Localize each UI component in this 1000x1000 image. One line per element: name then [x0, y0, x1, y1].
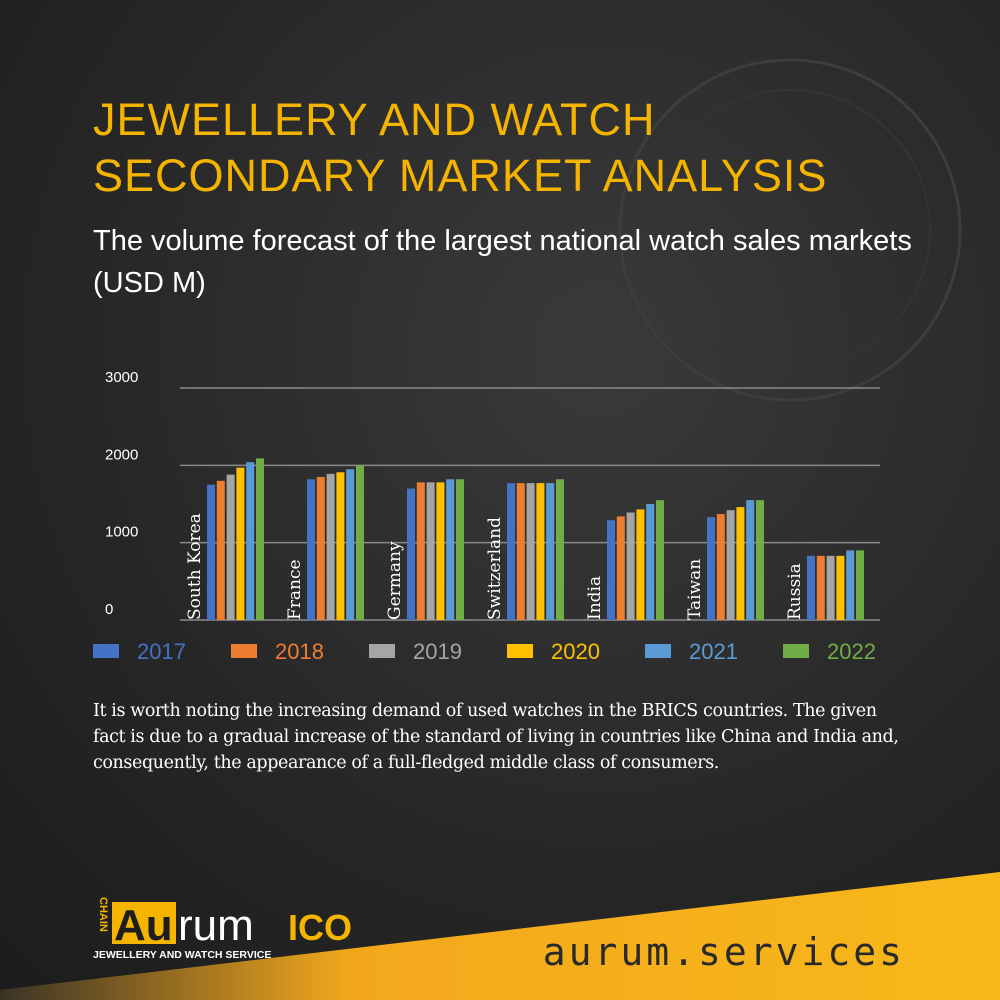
bar	[846, 550, 855, 620]
watch-outline	[649, 89, 931, 371]
bar	[346, 469, 355, 620]
bar	[426, 482, 435, 620]
x-tick-label: Switzerland	[485, 517, 505, 620]
bar	[307, 479, 315, 620]
bar	[607, 520, 615, 620]
y-tick-label: 1000	[105, 524, 138, 541]
watch-outline	[618, 58, 962, 402]
legend-label: 2022	[827, 639, 876, 664]
bar	[736, 507, 745, 620]
bar	[636, 509, 645, 620]
legend-label: 2017	[137, 639, 186, 664]
bar	[356, 465, 364, 620]
bar	[446, 479, 455, 620]
bar	[626, 512, 635, 620]
y-tick-label: 0	[105, 601, 113, 618]
logo-box	[112, 902, 176, 944]
bar	[507, 483, 515, 620]
bar	[456, 479, 464, 620]
bar	[516, 483, 525, 620]
bar	[246, 462, 255, 620]
x-tick-label: Russia	[785, 563, 805, 620]
chart-title: The volume forecast of the largest natio…	[93, 225, 912, 299]
legend-swatch	[507, 644, 533, 658]
footer-band	[0, 872, 1000, 1000]
bar	[416, 482, 425, 620]
bar	[556, 479, 564, 620]
bar	[236, 467, 245, 620]
logo-au: Au	[114, 901, 173, 950]
bar	[407, 488, 415, 620]
y-tick-label: 2000	[105, 446, 138, 463]
logo-tagline: JEWELLERY AND WATCH SERVICE	[93, 949, 271, 961]
legend-label: 2018	[275, 639, 324, 664]
bar	[707, 517, 715, 620]
logo-chain: CHAIN	[97, 897, 109, 932]
bar	[816, 555, 825, 620]
bar	[536, 483, 545, 620]
legend-swatch	[783, 644, 809, 658]
page-title: JEWELLERY AND WATCH SECONDARY MARKET ANA…	[93, 94, 828, 201]
legend-swatch	[369, 644, 395, 658]
bar	[646, 504, 655, 620]
bar	[526, 483, 535, 620]
bar	[226, 474, 235, 620]
y-tick-label: 3000	[105, 369, 138, 386]
chart: 0 1000 2000 3000 South Korea France Germany Swi…	[93, 369, 880, 664]
logo-rum: rum	[178, 901, 254, 950]
bar	[756, 500, 764, 620]
legend-label: 2020	[551, 639, 600, 664]
footer-url: aurum.services	[542, 930, 905, 974]
bar	[726, 510, 735, 620]
bar	[616, 516, 625, 620]
legend-swatch	[231, 644, 257, 658]
x-tick-label: South Korea	[185, 513, 205, 620]
paragraph: It is worth noting the increasing demand…	[93, 701, 899, 773]
bar	[207, 484, 215, 620]
bar	[826, 555, 835, 620]
legend-swatch	[93, 644, 119, 658]
x-tick-label: India	[585, 576, 605, 620]
bar	[436, 482, 445, 620]
bar	[216, 480, 225, 620]
bar	[546, 483, 555, 620]
logo: CHAIN Au rum ICO JEWELLERY AND WATCH SER…	[93, 897, 352, 961]
legend-label: 2019	[413, 639, 462, 664]
x-tick-label: France	[285, 559, 305, 620]
bar	[656, 500, 664, 620]
bar	[316, 476, 325, 620]
bar	[856, 550, 864, 620]
bar	[326, 473, 335, 620]
bar	[256, 458, 264, 620]
legend-label: 2021	[689, 639, 738, 664]
x-tick-label: Germany	[385, 541, 405, 620]
bar	[746, 500, 755, 620]
bar	[836, 555, 845, 620]
bar	[336, 472, 345, 620]
logo-ico: ICO	[288, 907, 352, 948]
legend-swatch	[645, 644, 671, 658]
bar	[807, 555, 815, 620]
x-tick-label: Taiwan	[685, 559, 705, 620]
bar	[716, 514, 725, 620]
